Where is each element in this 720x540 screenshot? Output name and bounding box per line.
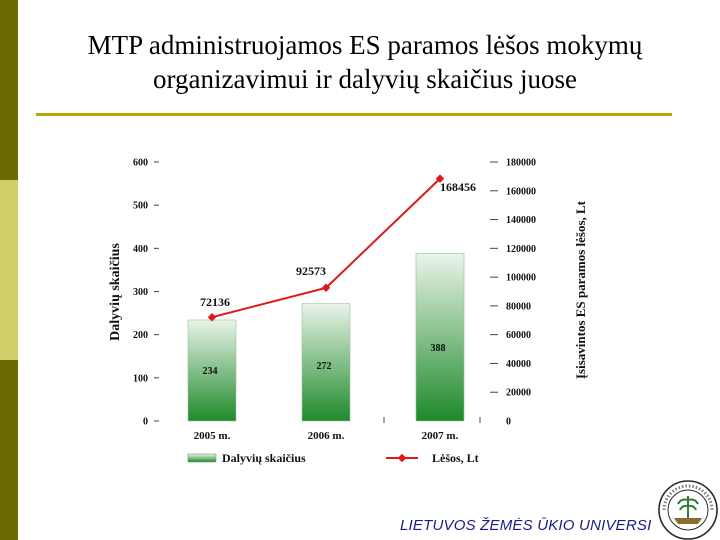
left-axis-tick-label: 500 [133, 201, 148, 212]
x-axis-category-label: 2007 m. [422, 430, 459, 442]
bar [415, 253, 465, 422]
legend-swatch-marker [397, 453, 407, 463]
line-point [321, 283, 331, 293]
chart-axes: 0 100 200 300 400 500 600 0 20000 40000 60000 80000… [108, 158, 588, 428]
bar-value-label: 272 [317, 361, 332, 372]
left-axis-tick-label: 0 [143, 417, 148, 428]
slide-title-line-2: organizavimui ir dalyvių skaičius juose [153, 64, 577, 94]
left-axis-tick-label: 400 [133, 244, 148, 255]
right-axis-tick-label: 100000 [506, 273, 536, 284]
legend-swatch-bars [187, 453, 217, 463]
bar [187, 319, 237, 422]
legend-label-line: Lėšos, Lt [432, 451, 479, 465]
title-underline-rule [36, 113, 672, 116]
slide-title: MTP administruojamos ES paramos lėšos mo… [30, 28, 700, 96]
line-value-label: 92573 [296, 264, 326, 278]
right-axis-tick-label: 40000 [506, 359, 531, 370]
chart-legend: Dalyvių skaičius Lėšos, Lt [187, 451, 479, 465]
left-axis-tick-label: 600 [133, 158, 148, 169]
sidebar-block-dark [0, 0, 18, 180]
x-axis-category-label: 2005 m. [194, 430, 231, 442]
left-axis-tick-label: 200 [133, 330, 148, 341]
sidebar-block-dark [0, 360, 18, 540]
university-seal-icon [658, 480, 718, 540]
legend-label-bars: Dalyvių skaičius [222, 451, 306, 465]
right-axis-tick-label: 180000 [506, 158, 536, 169]
chart-labels: 234 272 388 2005 m. 2006 m. 2007 m. 72136 92573… [194, 180, 476, 442]
right-axis-tick-label: 0 [506, 417, 511, 428]
line-series-path [211, 177, 441, 319]
university-name-footer: LIETUVOS ŽEMĖS ŪKIO UNIVERSI [400, 517, 652, 534]
right-axis-tick-label: 20000 [506, 388, 531, 399]
right-axis-tick-label: 60000 [506, 330, 531, 341]
chart-bars [187, 253, 465, 422]
left-axis-tick-label: 100 [133, 373, 148, 384]
bar [301, 303, 351, 422]
bar-value-label: 388 [431, 343, 446, 354]
line-value-label: 72136 [200, 295, 230, 309]
sidebar-block-light [0, 180, 18, 360]
bar-value-label: 234 [203, 366, 218, 377]
left-axis-title: Dalyvių skaičius [108, 243, 123, 341]
line-point [207, 312, 217, 322]
x-axis-category-label: 2006 m. [308, 430, 345, 442]
chart-line-series [207, 174, 445, 322]
right-axis-tick-label: 160000 [506, 186, 536, 197]
line-value-label: 168456 [440, 180, 476, 194]
right-axis-title: Įsisavintos ES paramos lėšos, Lt [573, 200, 588, 379]
right-axis-tick-label: 140000 [506, 215, 536, 226]
line-point [435, 174, 445, 183]
slide-sidebar [0, 0, 18, 540]
right-axis-tick-label: 80000 [506, 301, 531, 312]
slide-title-line-1: MTP administruojamos ES paramos lėšos mo… [87, 30, 643, 60]
left-axis-tick-label: 300 [133, 287, 148, 298]
right-axis-tick-label: 120000 [506, 244, 536, 255]
